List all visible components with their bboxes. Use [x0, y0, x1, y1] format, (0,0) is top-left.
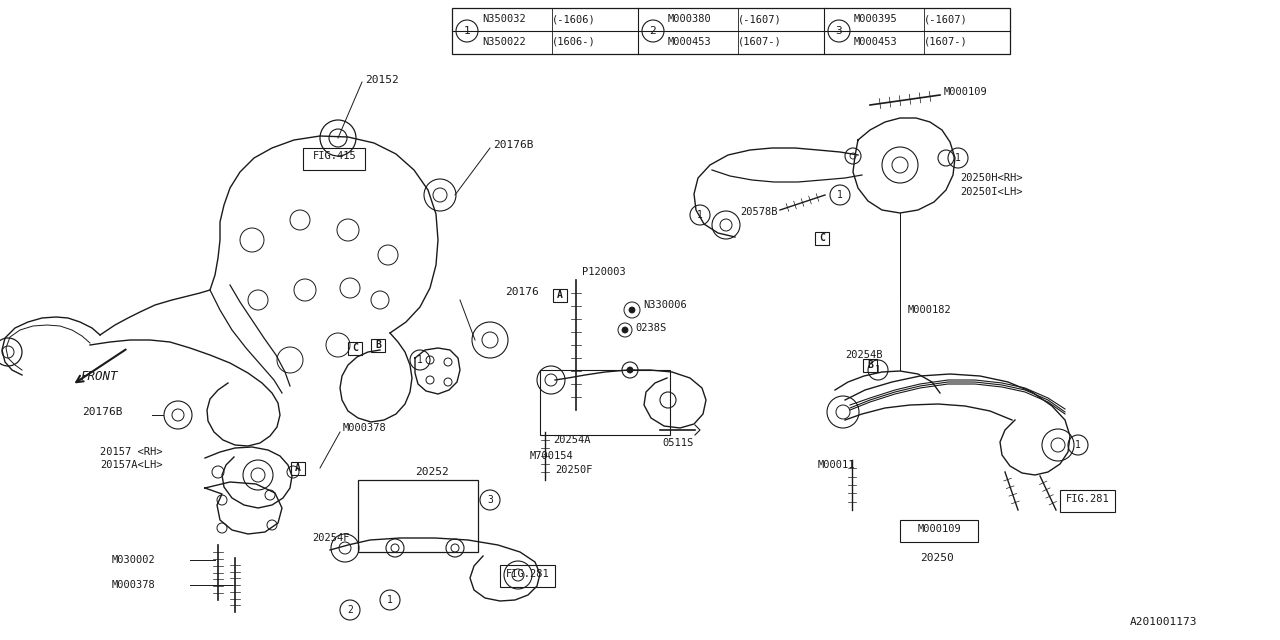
Text: 20254B: 20254B: [845, 350, 882, 360]
Text: M000380: M000380: [668, 14, 712, 24]
Text: A201001173: A201001173: [1130, 617, 1198, 627]
Text: B: B: [867, 360, 873, 370]
Text: FIG.281: FIG.281: [506, 569, 550, 579]
Bar: [863, 359, 877, 372]
Text: (1607-): (1607-): [924, 37, 968, 47]
Text: M000109: M000109: [945, 87, 988, 97]
Text: (-1606): (-1606): [552, 14, 595, 24]
Text: M000109: M000109: [918, 524, 961, 534]
Text: 20157A<LH>: 20157A<LH>: [100, 460, 163, 470]
Text: P120003: P120003: [582, 267, 626, 277]
Text: M000453: M000453: [668, 37, 712, 47]
Text: A: A: [296, 463, 301, 473]
Text: 1: 1: [1075, 440, 1080, 450]
Text: M000378: M000378: [113, 580, 156, 590]
Bar: [553, 289, 567, 302]
Text: M000395: M000395: [854, 14, 897, 24]
Text: FIG.415: FIG.415: [314, 151, 357, 161]
Text: 1: 1: [955, 153, 961, 163]
Text: C: C: [819, 233, 824, 243]
Circle shape: [628, 307, 635, 313]
Bar: [452, 8, 1010, 54]
Text: (-1607): (-1607): [739, 14, 782, 24]
Text: 20250H<RH>: 20250H<RH>: [960, 173, 1023, 183]
Text: M700154: M700154: [530, 451, 573, 461]
Text: M030002: M030002: [113, 555, 156, 565]
Bar: [815, 232, 829, 245]
Text: 1: 1: [417, 355, 422, 365]
Text: 20176B: 20176B: [82, 407, 123, 417]
Text: 2: 2: [650, 26, 657, 36]
Text: 0511S: 0511S: [662, 438, 694, 448]
Text: 1: 1: [463, 26, 470, 36]
Bar: [371, 339, 385, 352]
Bar: [348, 342, 362, 355]
Circle shape: [627, 367, 634, 373]
Text: (-1607): (-1607): [924, 14, 968, 24]
Text: FIG.281: FIG.281: [1066, 494, 1110, 504]
Circle shape: [622, 327, 628, 333]
Text: 20250F: 20250F: [556, 465, 593, 475]
Text: 20157 <RH>: 20157 <RH>: [100, 447, 163, 457]
Text: M000453: M000453: [854, 37, 897, 47]
Bar: [900, 520, 978, 542]
Bar: [1060, 490, 1115, 512]
Text: 20176B: 20176B: [493, 140, 534, 150]
Text: N350032: N350032: [483, 14, 526, 24]
Text: A: A: [557, 290, 563, 300]
Text: 20250I<LH>: 20250I<LH>: [960, 187, 1023, 197]
Bar: [291, 462, 305, 475]
Text: 2: 2: [347, 605, 353, 615]
Text: 20250: 20250: [920, 553, 954, 563]
Text: 3: 3: [836, 26, 842, 36]
Text: 20254A: 20254A: [553, 435, 590, 445]
Text: 1: 1: [837, 190, 844, 200]
Text: 0238S: 0238S: [635, 323, 667, 333]
Text: N350022: N350022: [483, 37, 526, 47]
Text: (1607-): (1607-): [739, 37, 782, 47]
Text: M000378: M000378: [343, 423, 387, 433]
Text: M00011: M00011: [818, 460, 855, 470]
Text: 20254F: 20254F: [312, 533, 349, 543]
Text: 1: 1: [698, 210, 703, 220]
Text: FRONT: FRONT: [79, 371, 118, 383]
Text: 1: 1: [387, 595, 393, 605]
Text: 20152: 20152: [365, 75, 399, 85]
Text: C: C: [352, 343, 358, 353]
Bar: [540, 370, 669, 435]
Text: (1606-): (1606-): [552, 37, 595, 47]
Text: B: B: [375, 340, 381, 350]
Text: 20176: 20176: [506, 287, 539, 297]
Text: 1: 1: [876, 365, 881, 375]
Text: M000182: M000182: [908, 305, 952, 315]
Text: N330006: N330006: [643, 300, 687, 310]
Bar: [358, 480, 477, 552]
Bar: [500, 565, 556, 587]
Text: 20252: 20252: [415, 467, 449, 477]
Text: 3: 3: [488, 495, 493, 505]
Text: 20578B: 20578B: [740, 207, 777, 217]
Bar: [303, 148, 365, 170]
